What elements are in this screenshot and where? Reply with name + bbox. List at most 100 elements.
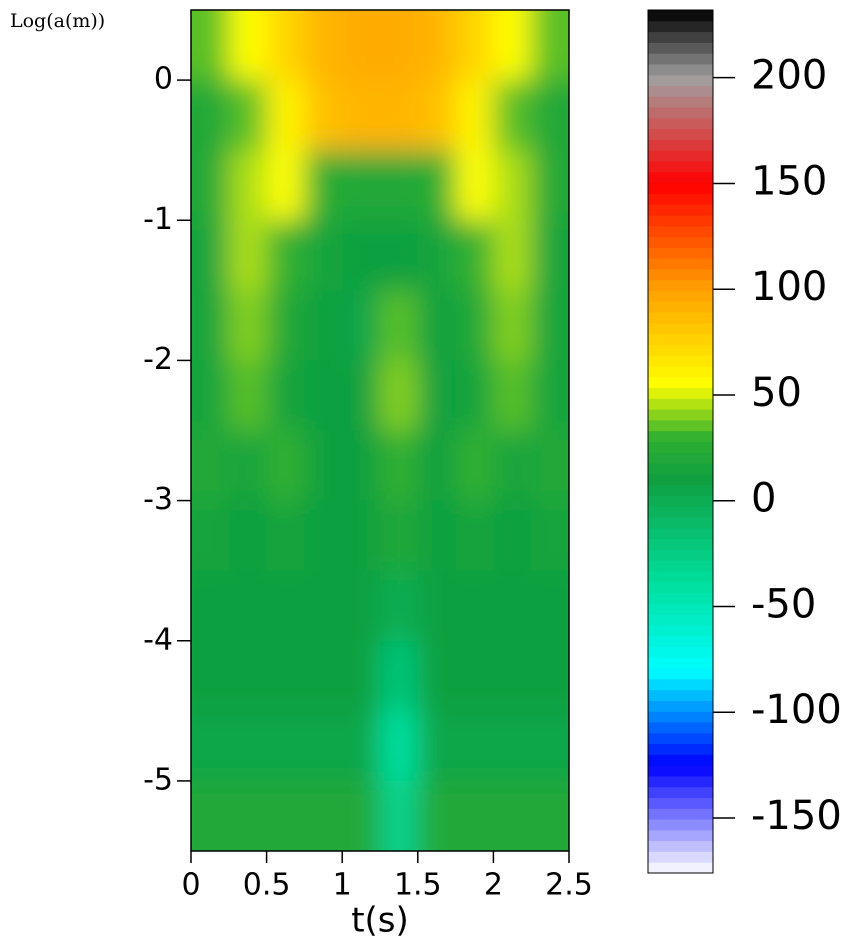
colorbar-strip	[648, 161, 713, 173]
colorbar-strip	[648, 700, 713, 712]
heatmap-cell	[417, 290, 457, 361]
heatmap-cell	[191, 150, 230, 221]
y-tick-label: -2	[143, 342, 173, 377]
heatmap-cell	[455, 640, 494, 712]
colorbar-strip	[648, 258, 713, 270]
heatmap-cell	[455, 780, 494, 851]
colorbar-strip	[648, 473, 713, 486]
heatmap-cell	[266, 360, 305, 431]
heatmap-cell	[191, 220, 230, 291]
colorbar-strip	[648, 775, 713, 788]
y-axis-label: Log(a(m))	[10, 10, 105, 32]
heatmap-cell	[304, 710, 343, 782]
colorbar-strip	[648, 549, 713, 561]
colorbar-strip	[648, 862, 713, 874]
heatmap-cell	[266, 430, 305, 502]
heatmap-cell	[493, 150, 532, 221]
heatmap-cell	[266, 10, 305, 81]
heatmap-cell	[531, 640, 569, 712]
colorbar-strip	[648, 840, 713, 852]
heatmap-cell	[493, 360, 532, 431]
colorbar-strip	[648, 117, 713, 130]
colorbar-strip	[648, 538, 713, 550]
colorbar-strip	[648, 592, 713, 604]
colorbar-strip	[648, 570, 713, 583]
heatmap-cell	[191, 290, 230, 361]
colorbar-strip	[648, 182, 713, 194]
x-tick-label: 0	[181, 868, 200, 903]
heatmap-cell	[304, 150, 343, 221]
heatmap-cell	[455, 430, 494, 502]
heatmap-cell	[531, 710, 569, 782]
colorbar-strip	[648, 808, 713, 820]
colorbar-strip	[648, 279, 713, 291]
colorbar-strip	[648, 128, 713, 140]
heatmap-cell	[417, 430, 457, 502]
y-tick-label: -5	[143, 762, 173, 797]
colorbar-strip	[648, 225, 713, 238]
heatmap-cell	[493, 640, 532, 712]
heatmap-cell	[455, 10, 494, 81]
colorbar-strip	[648, 797, 713, 809]
heatmap-cell	[304, 290, 343, 361]
heatmap-cell	[304, 360, 343, 431]
heatmap-cell	[455, 290, 494, 361]
heatmap-cell	[531, 80, 569, 151]
colorbar-tick-label: -100	[751, 687, 842, 733]
heatmap-cell	[228, 290, 268, 361]
heatmap-cell	[342, 570, 381, 642]
heatmap-cell	[455, 570, 494, 642]
colorbar-strip	[648, 851, 713, 863]
x-axis-label: t(s)	[351, 901, 409, 941]
heatmap-cell	[380, 220, 419, 291]
colorbar-strip	[648, 484, 713, 496]
colorbar-strip	[648, 355, 713, 367]
colorbar-strip	[648, 344, 713, 356]
heatmap-cell	[531, 570, 569, 642]
colorbar-tick-label: 50	[751, 370, 802, 416]
heatmap-cell	[380, 570, 419, 642]
heatmap-cell	[342, 360, 381, 431]
colorbar-strip	[648, 603, 713, 615]
heatmap-cell	[228, 570, 268, 642]
heatmap-cell	[380, 150, 419, 221]
heatmap-cell	[304, 500, 343, 572]
heatmap-cell	[228, 500, 268, 572]
colorbar-strip	[648, 10, 713, 22]
colorbar-strip	[648, 517, 713, 529]
colorbar-tick-label: 200	[751, 53, 827, 99]
heatmap-cell	[342, 220, 381, 291]
colorbar	[648, 10, 713, 874]
heatmap-cell	[304, 10, 343, 81]
colorbar-strip	[648, 527, 713, 540]
heatmap-cell	[304, 220, 343, 291]
heatmap-cell	[493, 220, 532, 291]
colorbar-strip	[648, 247, 713, 259]
heatmap-cell	[191, 360, 230, 431]
heatmap-cell	[380, 430, 419, 502]
colorbar-strip	[648, 85, 713, 97]
heatmap-cell	[417, 150, 457, 221]
heatmap-cell	[417, 500, 457, 572]
x-tick-label: 2	[484, 868, 503, 903]
heatmap-cell	[380, 710, 419, 782]
heatmap-cell	[228, 150, 268, 221]
colorbar-strip	[648, 732, 713, 745]
colorbar-strip	[648, 829, 713, 842]
colorbar-strip	[648, 387, 713, 399]
colorbar-strip	[648, 786, 713, 798]
x-tick-label: 1.5	[394, 868, 442, 903]
colorbar-strip	[648, 754, 713, 766]
heatmap-cell	[228, 10, 268, 81]
heatmap-cell	[266, 150, 305, 221]
colorbar-frame	[647, 9, 714, 874]
colorbar-strip	[648, 312, 713, 324]
x-tick-label: 1	[333, 868, 352, 903]
heatmap-cell	[455, 360, 494, 431]
colorbar-strip	[648, 171, 713, 184]
colorbar-strip	[648, 581, 713, 594]
heatmap-cell	[266, 290, 305, 361]
colorbar-strip	[648, 430, 713, 442]
